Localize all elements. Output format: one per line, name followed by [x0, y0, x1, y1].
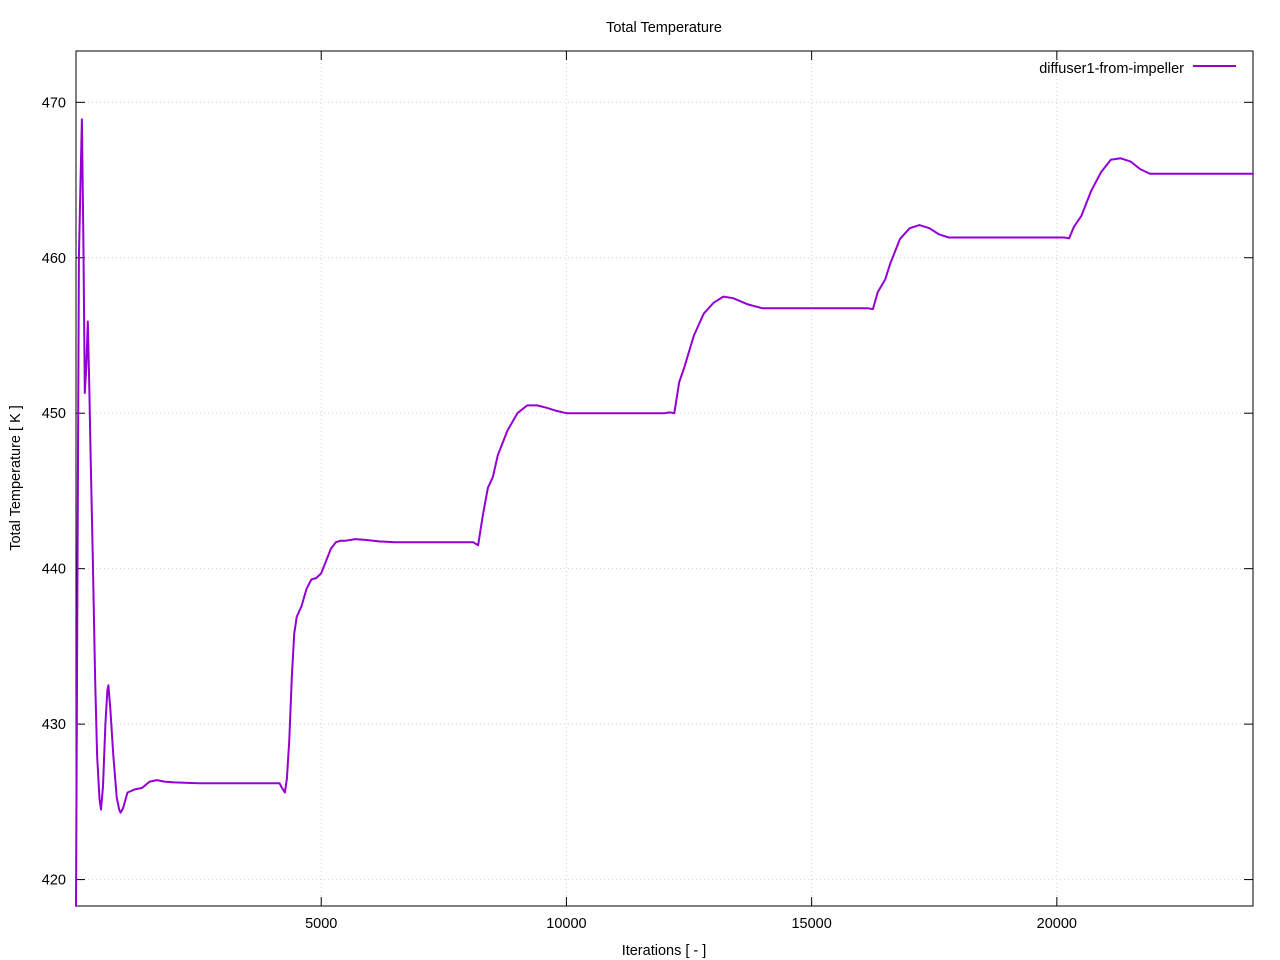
y-tick-label: 420 [42, 873, 66, 889]
axis-ticks: 5000 10000 15000 20000 420 430 440 450 460 470 [42, 51, 1253, 932]
y-tick-label: 450 [42, 406, 66, 422]
legend: diffuser1-from-impeller [1039, 61, 1236, 77]
y-tick-label: 430 [42, 717, 66, 733]
series-layer [75, 118, 1254, 907]
y-tick-label: 440 [42, 562, 66, 578]
x-tick-label: 5000 [305, 916, 337, 932]
y-tick-label: 470 [42, 95, 66, 111]
x-tick-label: 20000 [1037, 916, 1077, 932]
plot-border [75, 50, 1254, 907]
x-tick-label: 10000 [546, 916, 586, 932]
legend-label: diffuser1-from-impeller [1039, 61, 1184, 77]
y-tick-label: 460 [42, 251, 66, 267]
x-tick-label: 15000 [791, 916, 831, 932]
series-line-0 [75, 118, 1254, 907]
x-axis-label: Iterations [ - ] [622, 943, 707, 959]
y-axis-label: Total Temperature [ K ] [8, 405, 24, 551]
grid-lines [76, 51, 1253, 906]
chart-title: Total Temperature [606, 20, 722, 36]
